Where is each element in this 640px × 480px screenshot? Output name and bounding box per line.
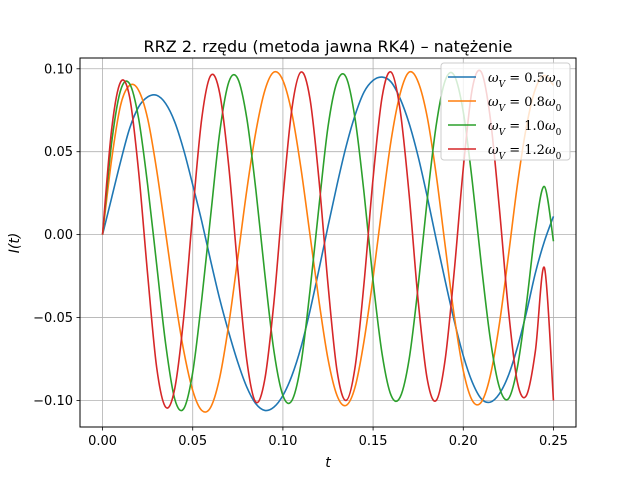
series-line-1: [101, 70, 555, 413]
y-tick-label: 0.10: [44, 62, 73, 77]
y-tick-label: −0.10: [33, 394, 73, 409]
x-tick-label: 0.20: [449, 434, 478, 449]
x-tick-label: 0.10: [268, 434, 297, 449]
x-tick-label: 0.00: [88, 434, 117, 449]
legend-label-1: ωV = 0.8ω0: [488, 95, 562, 114]
x-tick-label: 0.15: [359, 434, 388, 449]
series-line-0: [101, 76, 555, 412]
y-tick-label: −0.05: [33, 311, 73, 326]
y-tick-label: 0.00: [44, 228, 73, 243]
series-line-2: [101, 71, 555, 412]
chart-title: RRZ 2. rzędu (metoda jawna RK4) – natęże…: [144, 37, 513, 56]
legend-label-3: ωV = 1.2ω0: [488, 143, 562, 162]
legend-label-0: ωV = 0.5ω0: [488, 71, 562, 90]
legend-box: [440, 62, 571, 161]
legend: ωV = 0.5ω0 ωV = 0.8ω0 ωV = 1.0ω0 ωV = 1.2ω0: [440, 62, 571, 162]
x-tick-label: 0.25: [539, 434, 568, 449]
axes-frame: [79, 57, 577, 428]
ticks: 0.00 0.05 0.10 0.15 0.20 0.25 −0.10 −0.05 0.00 0.…: [33, 62, 568, 449]
legend-label-2: ωV = 1.0ω0: [488, 119, 562, 138]
x-tick-label: 0.05: [178, 434, 207, 449]
plot-area: [101, 69, 555, 413]
y-axis-label: I(t): [7, 233, 23, 254]
x-axis-label: t: [325, 455, 331, 471]
y-tick-label: 0.05: [44, 145, 73, 160]
